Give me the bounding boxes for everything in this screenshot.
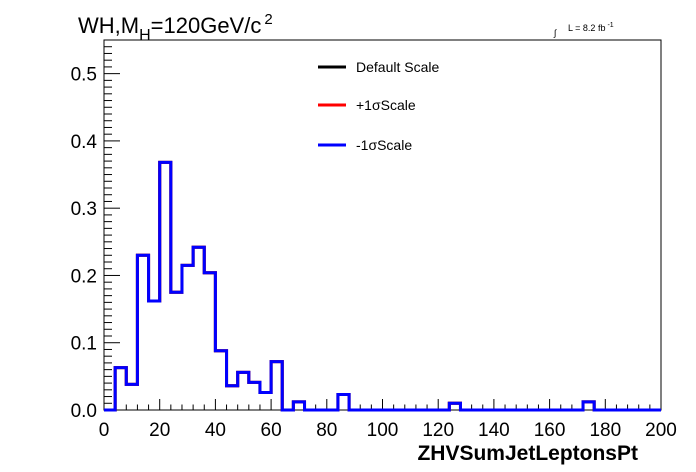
y-tick-label: 0.3 xyxy=(71,199,97,220)
y-tick-label: 0.0 xyxy=(71,401,97,422)
title-prefix: WH,M xyxy=(78,13,139,38)
legend: Default Scale +1σScale -1σScale xyxy=(318,59,439,153)
chart-title: WH,MH=120GeV/c 2 xyxy=(78,11,273,44)
x-axis-label: ZHVSumJetLeptonsPt xyxy=(417,442,638,465)
x-tick-label: 160 xyxy=(534,420,566,441)
legend-label-default: Default Scale xyxy=(356,59,439,75)
x-tick-label: 20 xyxy=(149,420,170,441)
histogram-series-2 xyxy=(104,160,661,412)
lumi-label: L = 8.2 fb -1 xyxy=(568,22,614,33)
y-tick-label: 0.1 xyxy=(71,334,97,355)
x-tick-label: 200 xyxy=(645,420,677,441)
y-tick-label: 0.4 xyxy=(71,132,98,153)
legend-label-plus1sigma: +1σScale xyxy=(356,97,416,113)
x-tick-label: 140 xyxy=(478,420,510,441)
axes: 0 20 40 60 80 100 120 140 160 180 200 0.0 0.1 0.2 0.3 0… xyxy=(71,39,677,441)
title-main: =120GeV/c xyxy=(151,13,262,38)
x-tick-label: 80 xyxy=(316,420,337,441)
histogram-lines xyxy=(104,160,661,412)
y-tick-label: 0.2 xyxy=(71,266,97,287)
title-subscript: H xyxy=(139,27,151,44)
legend-label-minus1sigma: -1σScale xyxy=(356,137,412,153)
x-tick-label: 120 xyxy=(422,420,454,441)
lumi-text: L = 8.2 fb xyxy=(568,23,605,33)
x-tick-label: 40 xyxy=(205,420,226,441)
lumi-integral-sign: ∫ xyxy=(553,28,558,38)
x-tick-label: 0 xyxy=(99,420,110,441)
x-tick-label: 60 xyxy=(261,420,282,441)
histogram-series-0 xyxy=(104,160,661,412)
x-tick-label: 180 xyxy=(589,420,621,441)
title-superscript: 2 xyxy=(264,11,272,28)
y-tick-label: 0.5 xyxy=(71,65,97,86)
x-tick-label: 100 xyxy=(367,420,399,441)
plot-frame xyxy=(103,39,662,411)
lumi-superscript: -1 xyxy=(607,22,613,29)
histogram-series-1 xyxy=(104,160,661,412)
